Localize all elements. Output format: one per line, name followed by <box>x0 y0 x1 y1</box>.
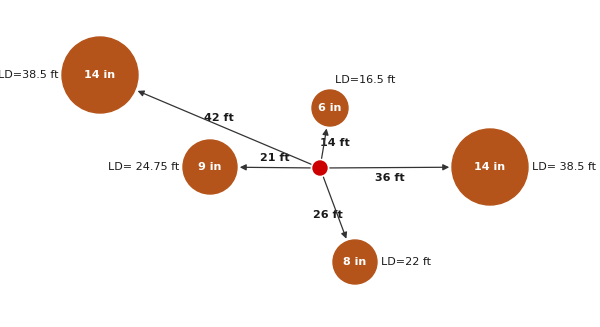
Text: 21 ft: 21 ft <box>260 153 290 163</box>
Text: 42 ft: 42 ft <box>205 113 234 123</box>
Text: LD=38.5 ft: LD=38.5 ft <box>0 70 58 80</box>
Text: 6 in: 6 in <box>319 103 341 113</box>
Text: LD=16.5 ft: LD=16.5 ft <box>335 75 395 85</box>
Text: 9 in: 9 in <box>199 162 221 172</box>
Circle shape <box>62 37 138 113</box>
Text: 14 ft: 14 ft <box>320 138 349 148</box>
Circle shape <box>183 140 237 194</box>
Text: LD=22 ft: LD=22 ft <box>381 257 431 267</box>
Circle shape <box>452 129 528 205</box>
Circle shape <box>333 240 377 284</box>
Text: 36 ft: 36 ft <box>375 173 404 183</box>
Text: LD= 24.75 ft: LD= 24.75 ft <box>108 162 179 172</box>
Text: 14 in: 14 in <box>475 162 506 172</box>
Circle shape <box>312 90 348 126</box>
Text: 8 in: 8 in <box>343 257 367 267</box>
Circle shape <box>313 161 327 175</box>
Text: LD= 38.5 ft: LD= 38.5 ft <box>532 162 596 172</box>
Text: 14 in: 14 in <box>85 70 116 80</box>
Text: 26 ft: 26 ft <box>313 210 343 220</box>
